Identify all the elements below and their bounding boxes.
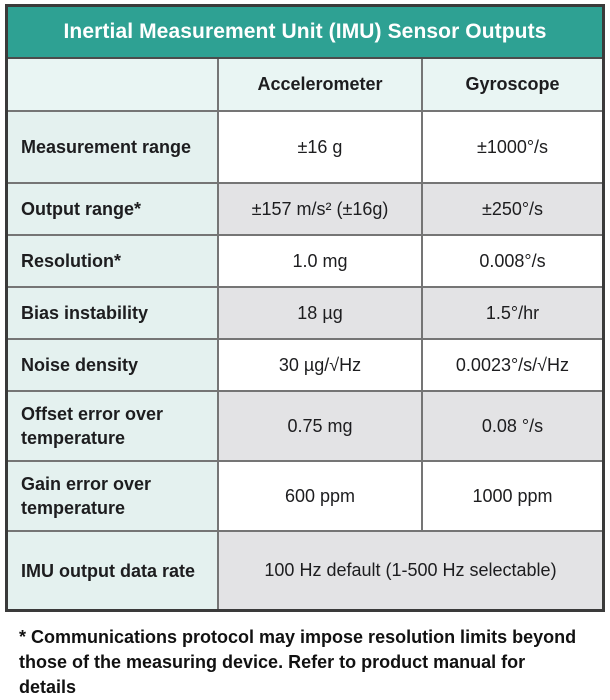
column-header-gyroscope: Gyroscope	[421, 59, 602, 111]
row-label: Noise density	[8, 338, 219, 392]
row-label: Gain error over temperature	[8, 460, 219, 532]
table-row-measurement-range: Measurement range ±16 g ±1000°/s	[8, 110, 602, 184]
gyroscope-value: ±250°/s	[421, 182, 602, 236]
imu-data-rate-value: 100 Hz default (1-500 Hz selectable)	[217, 530, 602, 609]
accelerometer-value: 1.0 mg	[217, 234, 423, 288]
table-row-offset-error: Offset error over temperature 0.75 mg 0.…	[8, 390, 602, 462]
table-row-imu-output-data-rate: IMU output data rate 100 Hz default (1-5…	[8, 530, 602, 609]
table-row-bias-instability: Bias instability 18 µg 1.5°/hr	[8, 286, 602, 340]
column-header-blank	[8, 59, 219, 111]
accelerometer-value: 600 ppm	[217, 460, 423, 532]
table-title-band: Inertial Measurement Unit (IMU) Sensor O…	[8, 7, 602, 59]
row-label: Bias instability	[8, 286, 219, 340]
table-title: Inertial Measurement Unit (IMU) Sensor O…	[63, 20, 547, 43]
accelerometer-value: 30 µg/√Hz	[217, 338, 423, 392]
accelerometer-value: ±157 m/s² (±16g)	[217, 182, 423, 236]
column-header-accelerometer: Accelerometer	[217, 59, 423, 111]
accelerometer-value: 18 µg	[217, 286, 423, 340]
table-row-gain-error: Gain error over temperature 600 ppm 1000…	[8, 460, 602, 532]
accelerometer-value: 0.75 mg	[217, 390, 423, 462]
gyroscope-value: 0.008°/s	[421, 234, 602, 288]
column-header-row: Accelerometer Gyroscope	[8, 59, 602, 111]
gyroscope-value: ±1000°/s	[421, 110, 602, 184]
gyroscope-value: 0.08 °/s	[421, 390, 602, 462]
row-label: Output range*	[8, 182, 219, 236]
footnote: * Communications protocol may impose res…	[19, 627, 577, 697]
table-row-resolution: Resolution* 1.0 mg 0.008°/s	[8, 234, 602, 288]
row-label: Offset error over temperature	[8, 390, 219, 462]
table-row-noise-density: Noise density 30 µg/√Hz 0.0023°/s/√Hz	[8, 338, 602, 392]
gyroscope-value: 1000 ppm	[421, 460, 602, 532]
gyroscope-value: 1.5°/hr	[421, 286, 602, 340]
row-label: IMU output data rate	[8, 530, 219, 609]
gyroscope-value: 0.0023°/s/√Hz	[421, 338, 602, 392]
accelerometer-value: ±16 g	[217, 110, 423, 184]
spec-table: Accelerometer Gyroscope Measurement rang…	[8, 59, 602, 609]
imu-spec-table: Inertial Measurement Unit (IMU) Sensor O…	[5, 4, 605, 612]
table-row-output-range: Output range* ±157 m/s² (±16g) ±250°/s	[8, 182, 602, 236]
row-label: Measurement range	[8, 110, 219, 184]
row-label: Resolution*	[8, 234, 219, 288]
